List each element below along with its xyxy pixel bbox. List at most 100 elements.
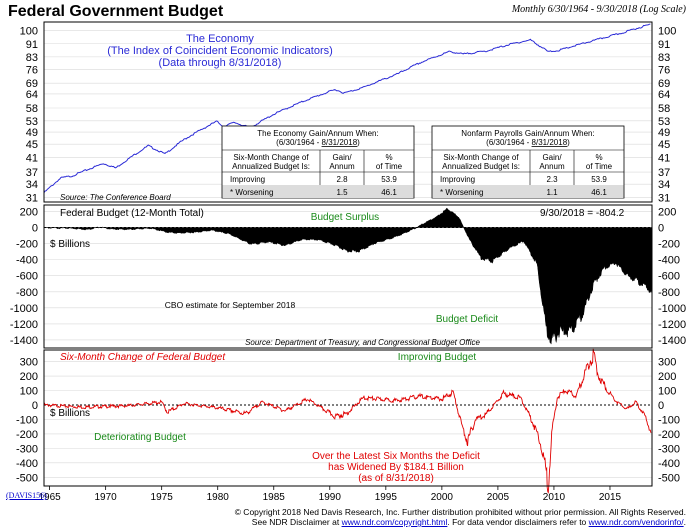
disclaimer-line: See NDR Disclaimer at www.ndr.com/copyri… <box>252 517 686 527</box>
stats-col1-header: Six-Month Change of <box>233 153 309 162</box>
x-tick-label: 1965 <box>38 492 61 503</box>
change-title: Six-Month Change of Federal Budget <box>60 352 226 363</box>
period-start: (6/30/1964 - <box>276 138 321 147</box>
economy-tick-label-right: 100 <box>658 25 676 37</box>
stats-row-gain: 2.8 <box>336 175 348 184</box>
budget-tick-label-right: -1400 <box>658 335 686 347</box>
stats-row-shade <box>222 185 414 198</box>
x-axis: 1965 1970 1975 1980 1985 1990 1995 2000 2005 2010… <box>38 486 622 503</box>
deficit-note-line: Over the Latest Six Months the Deficit <box>312 451 480 462</box>
economy-tick-label-left: 76 <box>26 64 38 76</box>
budget-deficit-label: Budget Deficit <box>436 314 498 325</box>
change-tick-label-left: -100 <box>16 414 38 426</box>
budget-frame <box>43 204 653 349</box>
economy-tick-label-right: 41 <box>658 152 670 164</box>
budget-tick-label-left: -600 <box>16 271 38 283</box>
economy-tick-label-left: 49 <box>26 127 38 139</box>
disclaimer-end: . <box>683 517 686 527</box>
stats-col2-header: Annum <box>329 162 355 171</box>
improving-budget-label: Improving Budget <box>398 352 477 363</box>
economy-index-line <box>43 23 651 194</box>
budget-tick-label-left: -1400 <box>10 335 38 347</box>
vendor-info-link[interactable]: www.ndr.com/vendorinfo/ <box>588 517 684 527</box>
budget-title: Federal Budget (12-Month Total) <box>60 208 204 219</box>
economy-tick-label-left: 37 <box>26 167 38 179</box>
stats-row-gain: 1.1 <box>546 188 558 197</box>
economy-tick-label-right: 53 <box>658 116 670 128</box>
stats-col3-header: % <box>595 153 602 162</box>
budget-tick-label-left: -1000 <box>10 303 38 315</box>
stats-row-pct: 53.9 <box>591 175 607 184</box>
stats-col1-header: Six-Month Change of <box>443 153 519 162</box>
budget-tick-label-left: -1200 <box>10 319 38 331</box>
stats-table: Nonfarm Payrolls Gain/Annum When:(6/30/1… <box>431 125 625 199</box>
footer: (DAVIS156) © Copyright 2018 Ned Davis Re… <box>0 491 696 529</box>
stats-row-pct: 46.1 <box>591 188 607 197</box>
change-tick-label-left: 0 <box>32 400 38 412</box>
budget-tick-label-right: -1000 <box>658 303 686 315</box>
budget-tick-label-right: -200 <box>658 239 680 251</box>
change-tick-label-right: -200 <box>658 429 680 441</box>
economy-tick-label-right: 37 <box>658 167 670 179</box>
stats-table-title: The Economy Gain/Annum When: <box>257 129 378 138</box>
change-tick-label-right: 0 <box>658 400 664 412</box>
change-tick-label-right: -100 <box>658 414 680 426</box>
stats-row-gain: 1.5 <box>336 188 348 197</box>
economy-tick-label-right: 45 <box>658 139 670 151</box>
stats-table-title: Nonfarm Payrolls Gain/Annum When: <box>461 129 594 138</box>
change-tick-label-right: -300 <box>658 443 680 455</box>
stats-row-gain: 2.3 <box>546 175 558 184</box>
stats-col2-header: Gain/ <box>332 153 352 162</box>
x-tick-label: 1975 <box>151 492 174 503</box>
stats-row-label: Improving <box>440 175 475 184</box>
change-tick-label-left: 300 <box>20 357 38 369</box>
economy-tick-label-left: 69 <box>26 78 38 90</box>
stats-row-pct: 46.1 <box>381 188 397 197</box>
budget-surplus-label: Budget Surplus <box>311 212 379 223</box>
economy-tick-label-left: 45 <box>26 139 38 151</box>
economy-frame <box>43 21 653 203</box>
budget-tick-label-left: 0 <box>32 222 38 234</box>
stats-table-period: (6/30/1964 - 8/31/2018) <box>486 138 570 147</box>
economy-tick-label-left: 31 <box>26 192 38 204</box>
period-close: ) <box>567 138 570 147</box>
economy-subtitle: (The Index of Coincident Economic Indica… <box>107 45 333 57</box>
budget-panel: 200 200 0 0 -200 -200 -400 -400 -600 -600 -800 -800… <box>10 204 686 349</box>
cbo-estimate-label: CBO estimate for September 2018 <box>165 300 296 310</box>
chart-title: Federal Government Budget <box>8 3 224 20</box>
budget-tick-label-right: -800 <box>658 287 680 299</box>
budget-tick-label-right: -400 <box>658 255 680 267</box>
stats-row-label: * Worsening <box>230 188 273 197</box>
copyright-link[interactable]: www.ndr.com/copyright.html <box>341 517 448 527</box>
economy-title: The Economy <box>186 33 254 45</box>
change-tick-label-left: -500 <box>16 472 38 484</box>
budget-tick-label-right: -1200 <box>658 319 686 331</box>
stats-row-shade <box>432 185 624 198</box>
budget-area <box>43 207 653 345</box>
change-tick-label-right: -400 <box>658 458 680 470</box>
budget-latest-value: 9/30/2018 = -804.2 <box>540 208 625 219</box>
economy-tick-label-left: 58 <box>26 103 38 115</box>
x-tick-label: 1980 <box>207 492 230 503</box>
chart-id-badge[interactable]: (DAVIS156) <box>6 491 47 500</box>
change-tick-label-left: -200 <box>16 429 38 441</box>
economy-tick-label-right: 49 <box>658 127 670 139</box>
copyright-line: © Copyright 2018 Ned Davis Research, Inc… <box>234 507 686 517</box>
stats-col3-header: % <box>385 153 392 162</box>
stats-col3-header: of Time <box>586 162 613 171</box>
period-end: 8/31/2018 <box>532 138 568 147</box>
economy-tick-label-left: 41 <box>26 152 38 164</box>
change-panel: 300 300 200 200 100 100 0 0 -100 -100 -200 -200 -300… <box>16 348 680 494</box>
budget-tick-label-right: 200 <box>658 206 676 218</box>
x-tick-label: 2010 <box>543 492 566 503</box>
date-range-label: Monthly 6/30/1964 - 9/30/2018 (Log Scale… <box>511 4 686 15</box>
stats-table-period: (6/30/1964 - 8/31/2018) <box>276 138 360 147</box>
economy-tick-label-left: 83 <box>26 52 38 64</box>
stats-col1-header: Annualized Budget Is: <box>232 162 310 171</box>
x-tick-label: 2005 <box>487 492 510 503</box>
budget-tick-label-left: 200 <box>20 206 38 218</box>
economy-tick-label-left: 100 <box>20 25 38 37</box>
change-tick-label-left: -400 <box>16 458 38 470</box>
